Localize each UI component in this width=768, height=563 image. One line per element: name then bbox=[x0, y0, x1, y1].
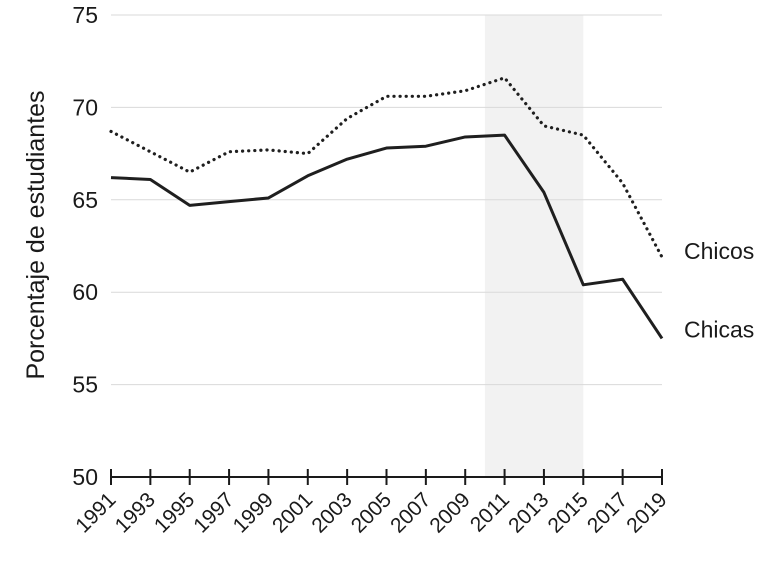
series-labels: Chicos Chicas bbox=[684, 238, 754, 342]
x-tick-label: 2009 bbox=[425, 488, 474, 537]
x-tick-label: 2003 bbox=[307, 488, 356, 537]
x-axis: 1991199319951997199920012003200520072009… bbox=[71, 469, 672, 538]
x-tick-label: 2015 bbox=[544, 488, 593, 537]
x-tick-label: 1997 bbox=[189, 488, 238, 537]
x-tick-label: 2001 bbox=[268, 488, 317, 537]
y-tick-label: 55 bbox=[72, 372, 98, 398]
x-tick-label: 1999 bbox=[229, 488, 278, 537]
x-tick-label: 1991 bbox=[71, 488, 120, 537]
series-lines bbox=[109, 76, 664, 340]
x-tick-label: 2013 bbox=[504, 488, 553, 537]
x-tick-label: 2019 bbox=[622, 488, 671, 537]
series-line-chicas bbox=[110, 133, 664, 340]
series-label-chicos: Chicos bbox=[684, 238, 754, 264]
x-tick-label: 2007 bbox=[386, 488, 435, 537]
y-axis-ticks: 50 55 60 65 70 75 bbox=[72, 2, 98, 490]
y-tick-label: 75 bbox=[72, 2, 98, 28]
y-tick-label: 70 bbox=[72, 94, 98, 120]
y-axis-title: Porcentaje de estudiantes bbox=[22, 90, 50, 379]
y-tick-label: 50 bbox=[72, 464, 98, 490]
x-tick-label: 2005 bbox=[347, 488, 396, 537]
y-tick-label: 60 bbox=[72, 279, 98, 305]
x-tick-label: 2011 bbox=[466, 488, 514, 536]
x-tick-label: 1993 bbox=[111, 488, 160, 537]
series-line-chicos bbox=[109, 76, 664, 259]
y-tick-label: 65 bbox=[72, 187, 98, 213]
x-tick-label: 2017 bbox=[583, 488, 632, 537]
gridlines bbox=[111, 14, 662, 386]
shaded-period bbox=[484, 15, 584, 477]
x-tick-label: 1995 bbox=[150, 488, 199, 537]
series-label-chicas: Chicas bbox=[684, 316, 754, 342]
